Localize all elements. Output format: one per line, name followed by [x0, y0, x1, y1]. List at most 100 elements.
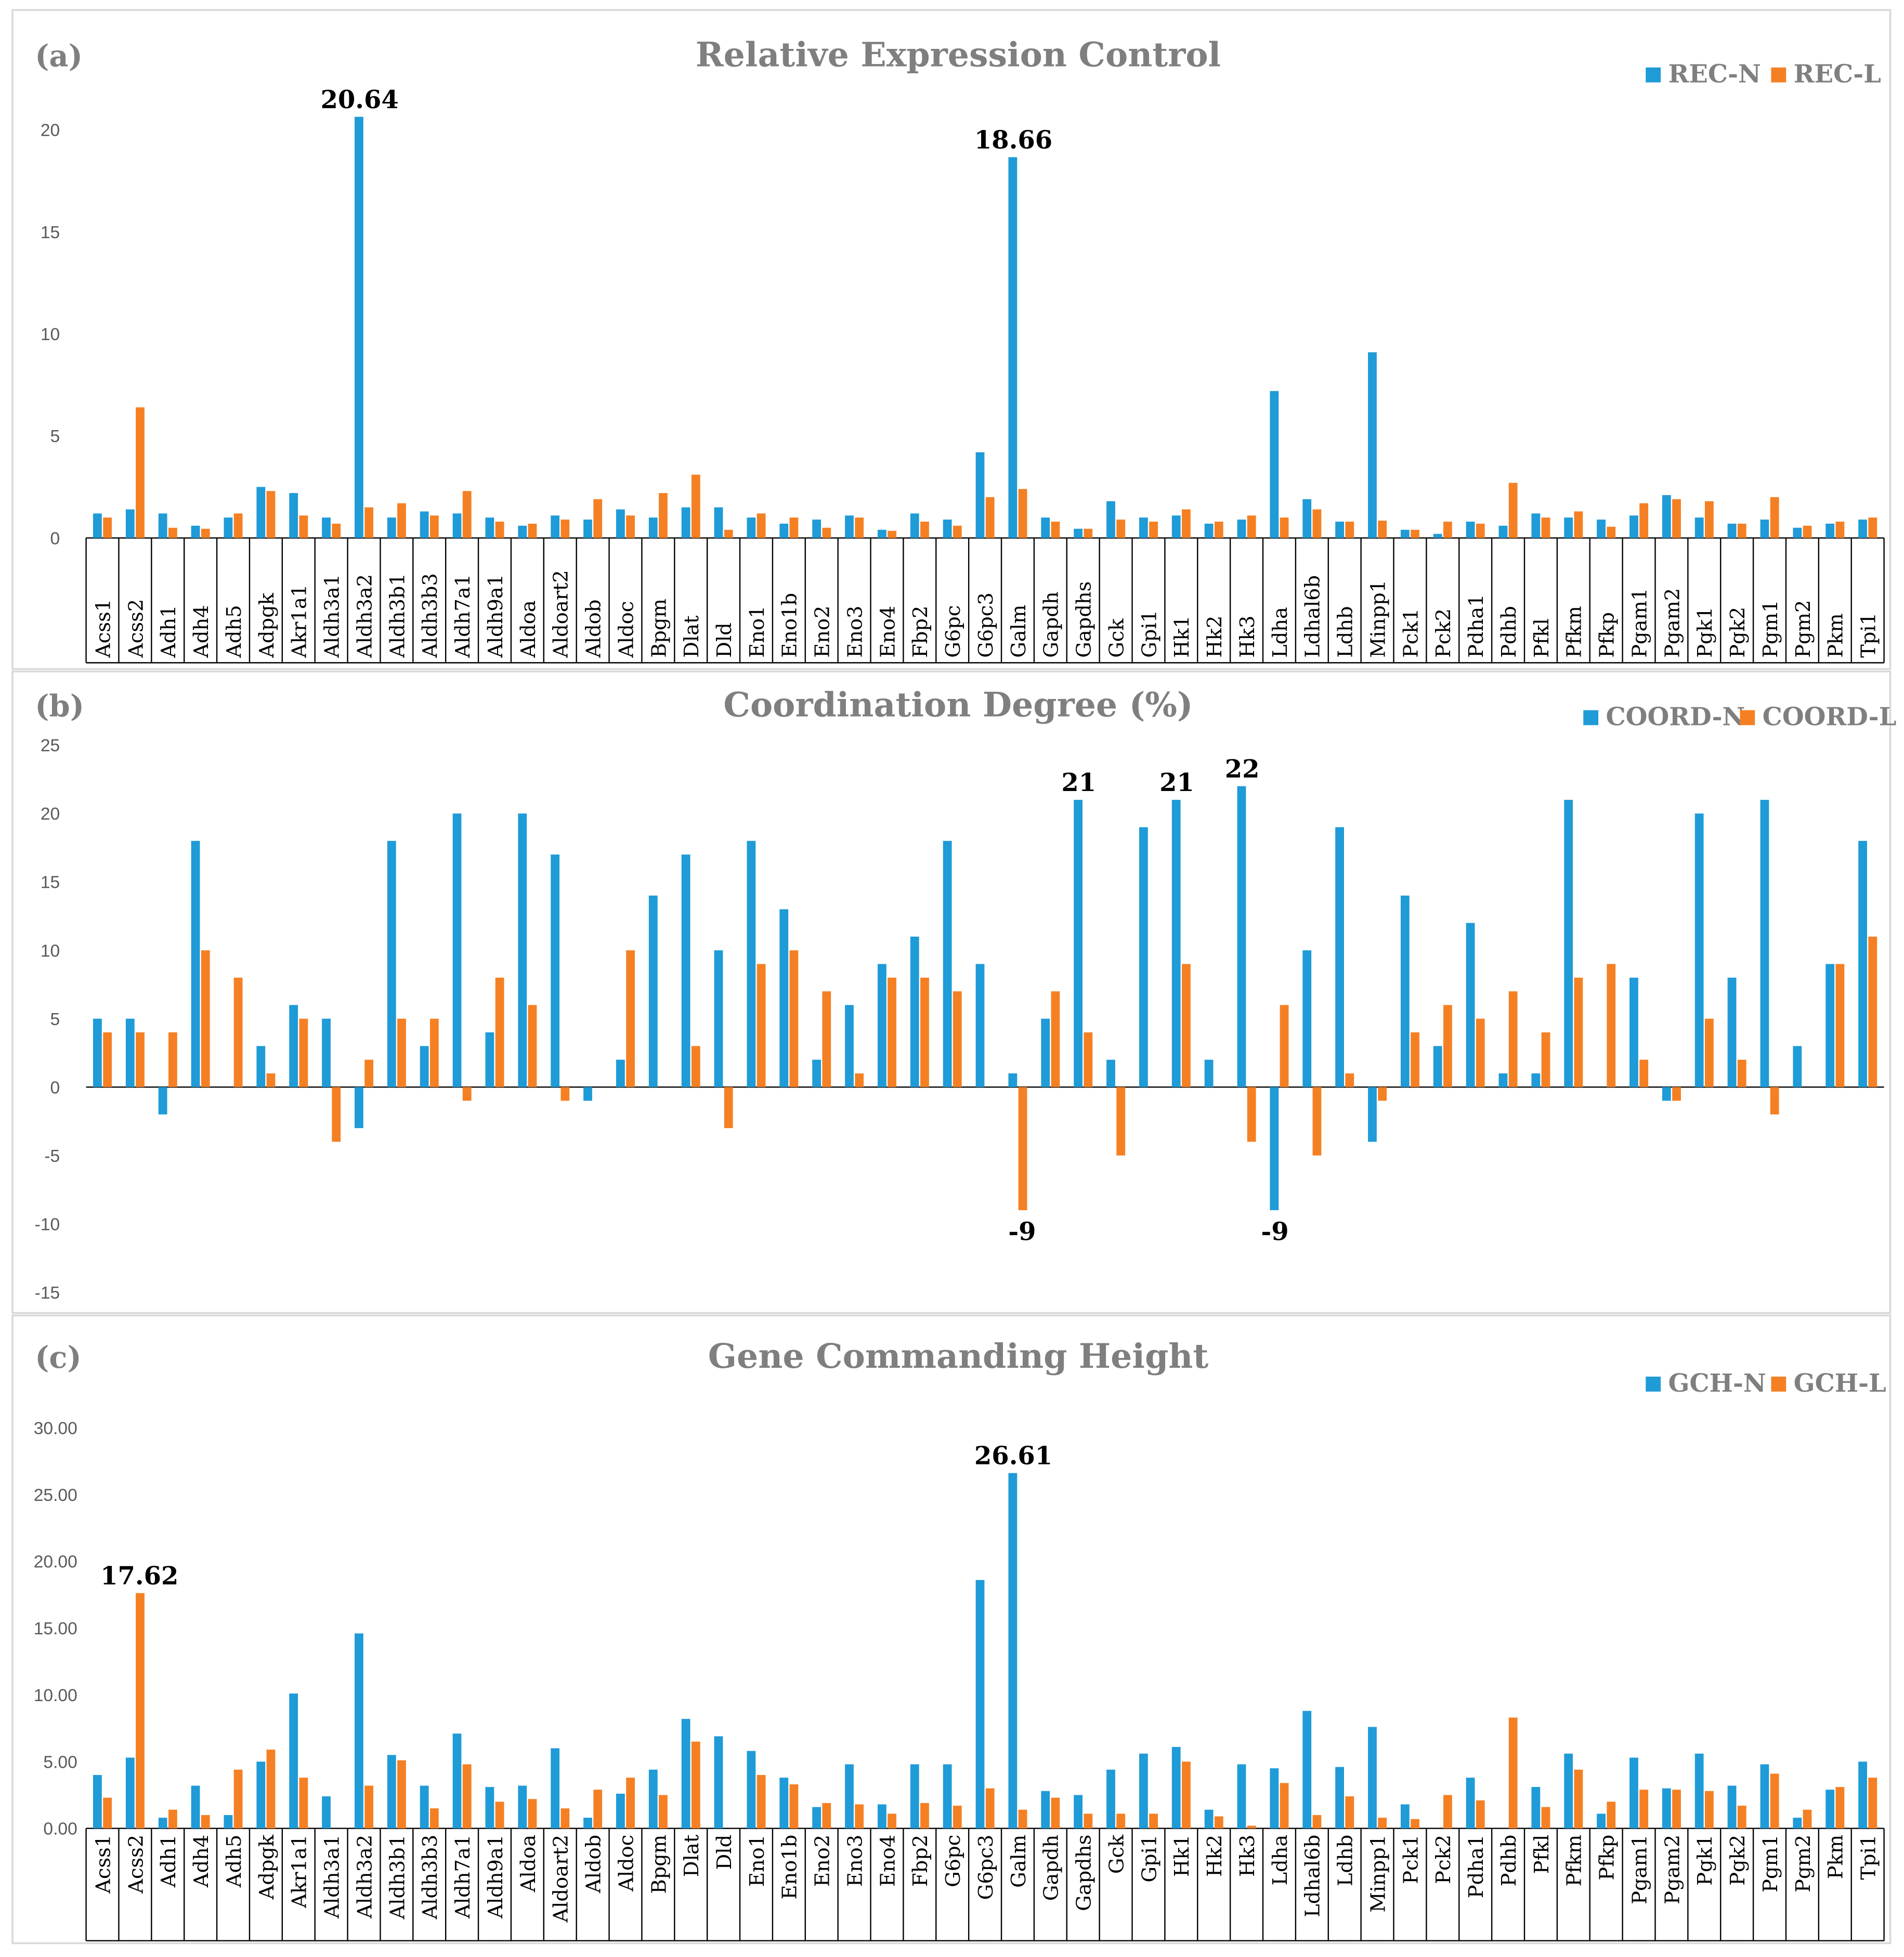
bar-gch-l-ldhb [1345, 1796, 1354, 1829]
bar-rec-l-aldoart2 [560, 520, 570, 538]
x-tick-label-pgk1: Pgk1 [1693, 1835, 1717, 1886]
bar-gch-n-adh5 [224, 1815, 233, 1829]
bar-rec-n-dlat [681, 507, 690, 538]
bar-coord-n-pgam1 [1629, 977, 1638, 1087]
bar-coord-l-pfkl [1541, 1032, 1550, 1087]
bar-rec-n-pgam2 [1662, 495, 1671, 538]
bar-coord-l-pck2 [1443, 1005, 1452, 1087]
bar-gch-l-aldh3b1 [397, 1760, 406, 1829]
bar-coord-n-galm [1008, 1073, 1018, 1087]
bar-coord-n-hk2 [1204, 1059, 1214, 1087]
bar-gch-n-pfkl [1531, 1787, 1541, 1829]
y-tick-label: 15 [41, 223, 60, 242]
y-tick-label: 25.00 [34, 1486, 77, 1505]
bar-gch-n-hk3 [1237, 1764, 1246, 1829]
bar-coord-n-eno4 [877, 964, 886, 1087]
bar-gch-l-ldhal6b [1312, 1815, 1322, 1829]
data-label: 22 [1225, 755, 1260, 784]
bar-rec-l-dld [724, 529, 733, 538]
bar-gch-l-pfkl [1541, 1807, 1550, 1829]
bar-rec-l-aldoa [528, 523, 537, 538]
bar-coord-l-eno1b [789, 950, 799, 1087]
bar-gch-n-dlat [681, 1719, 690, 1829]
bar-coord-l-eno2 [822, 991, 831, 1087]
x-tick-label-hk3: Hk3 [1236, 616, 1259, 658]
x-tick-label-pgk2: Pgk2 [1726, 1835, 1750, 1886]
bar-gch-n-aldh9a1 [485, 1787, 494, 1829]
x-tick-label-acss1: Acss1 [92, 599, 115, 658]
bar-rec-l-aldoc [626, 515, 635, 538]
bar-rec-l-ldhal6b [1312, 509, 1322, 538]
bar-gch-l-adpgk [266, 1749, 276, 1829]
bar-rec-n-pck1 [1400, 529, 1410, 538]
x-tick-label-hk1: Hk1 [1170, 616, 1194, 658]
bar-rec-l-pgm2 [1803, 525, 1812, 538]
bar-gch-n-aldh7a1 [452, 1733, 462, 1829]
bar-coord-l-hk3 [1247, 1087, 1256, 1142]
x-tick-label-aldoart2: Aldoart2 [550, 570, 573, 658]
bar-rec-l-adh4 [201, 528, 210, 538]
bar-gch-l-minpp1 [1378, 1818, 1387, 1829]
bar-rec-l-pdha1 [1476, 523, 1485, 538]
bar-coord-n-eno2 [812, 1059, 821, 1087]
legend-swatch-rec-n [1646, 67, 1661, 83]
bar-rec-n-eno1b [779, 523, 789, 538]
x-tick-label-akr1a1: Akr1a1 [288, 1835, 311, 1909]
x-tick-label-aldoc: Aldoc [615, 1835, 638, 1892]
chart-panel-c: (c) Gene Commanding Height GCH-N GCH-L 0.00 5… [11, 1314, 1892, 1945]
x-tick-label-gck: Gck [1105, 1834, 1128, 1874]
x-tick-label-ldhb: Ldhb [1334, 1835, 1358, 1886]
bar-coord-n-aldh9a1 [485, 1032, 494, 1087]
bar-rec-l-eno4 [888, 530, 896, 538]
bar-coord-n-aldh3b1 [387, 840, 396, 1087]
bar-rec-l-adh5 [233, 513, 243, 538]
bar-gch-n-ldhal6b [1302, 1710, 1312, 1829]
bar-coord-n-aldoa [518, 813, 527, 1087]
bar-gch-n-gapdh [1041, 1791, 1050, 1829]
bar-gch-n-eno1 [747, 1751, 756, 1829]
bar-rec-n-ldhb [1335, 522, 1344, 538]
bar-gch-n-adh4 [191, 1785, 200, 1829]
bar-gch-l-aldoc [626, 1778, 635, 1829]
x-tick-label-pck1: Pck1 [1399, 608, 1423, 658]
bar-rec-l-pgam2 [1672, 499, 1681, 538]
x-tick-label-pfkm: Pfkm [1563, 1835, 1586, 1887]
bar-rec-n-bpgm [648, 517, 658, 538]
bar-coord-l-minpp1 [1378, 1087, 1387, 1101]
bar-coord-l-dld [724, 1087, 733, 1129]
data-label: 21 [1159, 768, 1194, 797]
x-tick-label-aldh3a1: Aldh3a1 [321, 574, 344, 658]
y-tick-label: 20 [41, 805, 60, 824]
y-tick-label: 0.00 [43, 1820, 77, 1839]
bar-gch-l-g6pc [953, 1806, 962, 1829]
x-tick-label-bpgm: Bpgm [647, 1835, 671, 1894]
bar-gch-l-tpi1 [1868, 1778, 1877, 1829]
x-tick-label-adh1: Adh1 [157, 1835, 180, 1888]
bar-coord-l-aldh3a2 [364, 1059, 374, 1087]
bar-coord-n-pgm1 [1760, 799, 1769, 1087]
x-tick-label-adh5: Adh5 [223, 1835, 246, 1888]
bar-coord-l-galm [1018, 1087, 1027, 1210]
bar-gch-n-aldoart2 [551, 1748, 560, 1829]
x-tick-label-pgam2: Pgam2 [1661, 1835, 1684, 1904]
bar-coord-l-dlat [691, 1046, 700, 1087]
bar-rec-n-hk1 [1171, 515, 1181, 538]
bar-coord-n-adh1 [158, 1087, 167, 1114]
bar-rec-l-adh1 [168, 527, 177, 538]
bar-gch-l-hk2 [1214, 1816, 1223, 1829]
bar-gch-n-g6pc [943, 1764, 952, 1829]
y-tick-label: 25 [41, 736, 60, 756]
bar-rec-l-pgam1 [1639, 503, 1649, 538]
x-tick-label-aldh7a1: Aldh7a1 [451, 574, 475, 658]
y-tick-label: 30.00 [34, 1419, 77, 1438]
bar-gch-l-g6pc3 [985, 1788, 995, 1829]
x-tick-label-fbp2: Fbp2 [909, 606, 932, 658]
chart-panel-a: (a) Relative Expression Control REC-N REC-L… [11, 9, 1892, 670]
bar-rec-n-gpi1 [1139, 517, 1148, 538]
bar-coord-l-adh5 [233, 977, 243, 1087]
bar-gch-l-akr1a1 [299, 1778, 308, 1829]
bar-gch-l-aldoart2 [560, 1808, 570, 1829]
bar-gch-l-fbp2 [920, 1803, 929, 1829]
bar-coord-n-tpi1 [1858, 840, 1867, 1087]
